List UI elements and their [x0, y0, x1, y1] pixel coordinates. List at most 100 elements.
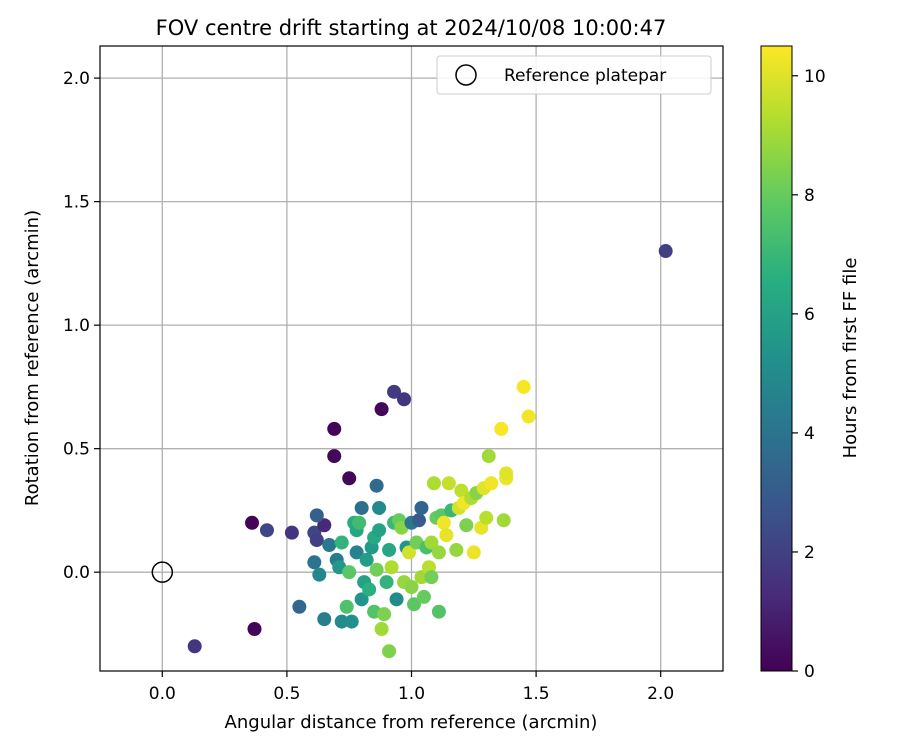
- colorbar: 0 2 4 6 8 10 Hours from first FF file: [760, 45, 861, 682]
- scatter-point: [436, 515, 451, 530]
- colorbar-label: Hours from first FF file: [840, 258, 861, 459]
- scatter-point: [312, 567, 327, 582]
- scatter-point: [309, 508, 324, 523]
- colorbar-ticks: 0 2 4 6 8 10: [792, 67, 826, 682]
- scatter-point: [369, 562, 384, 577]
- scatter-point: [379, 575, 394, 590]
- y-tick-label: 1.5: [63, 193, 90, 213]
- x-tick-label: 0.0: [149, 684, 176, 704]
- scatter-point: [372, 523, 387, 538]
- scatter-point: [481, 449, 496, 464]
- scatter-point: [309, 533, 324, 548]
- scatter-point: [439, 528, 454, 543]
- scatter-point: [384, 560, 399, 575]
- scatter-point: [431, 545, 446, 560]
- scatter-point: [424, 570, 439, 585]
- scatter-point: [426, 476, 441, 491]
- scatter-point: [342, 471, 357, 486]
- scatter-point: [369, 478, 384, 493]
- scatter-point: [344, 614, 359, 629]
- x-tick-label: 0.5: [273, 684, 300, 704]
- scatter-point: [382, 542, 397, 557]
- scatter-point: [247, 622, 262, 637]
- scatter-point: [484, 476, 499, 491]
- grid: [100, 46, 723, 671]
- scatter-point: [374, 622, 389, 637]
- reference-point-marker: [151, 561, 174, 583]
- scatter-point: [402, 545, 417, 560]
- reference-layer: [151, 561, 174, 583]
- legend-box: [436, 55, 712, 95]
- scatter-point: [377, 607, 392, 622]
- colorbar-tick-label: 2: [804, 543, 815, 563]
- legend-entry-label: Reference platepar: [504, 66, 666, 86]
- scatter-point: [414, 570, 429, 585]
- colorbar-tick-label: 4: [804, 424, 815, 444]
- scatter-point: [466, 545, 481, 560]
- scatter-point: [334, 535, 349, 550]
- scatter-point: [327, 421, 342, 436]
- scatter-point: [362, 582, 377, 597]
- scatter-point: [317, 612, 332, 627]
- scatter-point: [411, 513, 426, 528]
- scatter-point: [339, 599, 354, 614]
- scatter-point: [322, 538, 337, 553]
- scatter-point: [431, 604, 446, 619]
- scatter-point: [499, 466, 514, 481]
- scatter-point: [389, 592, 404, 607]
- colorbar-tick-label: 0: [804, 662, 815, 682]
- scatter-point: [382, 644, 397, 659]
- scatter-point: [449, 542, 464, 557]
- scatter-point: [397, 392, 412, 407]
- y-tick-label: 1.0: [63, 316, 90, 336]
- x-tick-label: 2.0: [647, 684, 674, 704]
- scatter-point: [404, 580, 419, 595]
- scatter-point: [354, 500, 369, 515]
- scatter-point: [354, 592, 369, 607]
- scatter-point: [327, 449, 342, 464]
- y-tick-label: 0.0: [63, 563, 90, 583]
- scatter-point: [479, 510, 494, 525]
- scatter-point: [441, 476, 456, 491]
- scatter-point: [459, 518, 474, 533]
- scatter-point: [494, 421, 509, 436]
- x-axis-ticks: 0.0 0.5 1.0 1.5 2.0: [149, 671, 674, 704]
- scatter-point: [516, 379, 531, 394]
- y-axis-ticks: 0.0 0.5 1.0 1.5 2.0: [63, 69, 100, 583]
- scatter-point: [187, 639, 202, 654]
- y-axis-label: Rotation from reference (arcmin): [22, 210, 43, 506]
- legend-marker-icon: [455, 64, 477, 86]
- scatter-point: [317, 518, 332, 533]
- scatter-point: [334, 614, 349, 629]
- scatter-point: [416, 589, 431, 604]
- scatter-point: [372, 500, 387, 515]
- scatter-point: [521, 409, 536, 424]
- scatter-point: [414, 500, 429, 515]
- data-points: [187, 244, 673, 659]
- scatter-point: [307, 555, 322, 570]
- scatter-point: [349, 545, 364, 560]
- scatter-point: [284, 525, 299, 540]
- colorbar-tick-label: 8: [804, 186, 815, 206]
- scatter-point: [245, 515, 260, 530]
- scatter-point: [292, 599, 307, 614]
- y-tick-label: 2.0: [63, 69, 90, 89]
- scatter-point: [387, 384, 402, 399]
- scatter-point: [406, 597, 421, 612]
- x-tick-label: 1.5: [523, 684, 550, 704]
- colorbar-tick-label: 6: [804, 305, 815, 325]
- x-tick-label: 1.0: [398, 684, 425, 704]
- colorbar-tick-label: 10: [804, 67, 826, 87]
- scatter-point: [658, 244, 673, 259]
- scatter-point: [454, 483, 469, 498]
- y-tick-label: 0.5: [63, 440, 90, 460]
- chart-title: FOV centre drift starting at 2024/10/08 …: [156, 16, 667, 40]
- x-axis-label: Angular distance from reference (arcmin): [225, 712, 598, 733]
- scatter-point: [352, 515, 367, 530]
- legend: Reference platepar: [436, 55, 712, 95]
- scatter-point: [374, 402, 389, 417]
- scatter-point: [359, 552, 374, 567]
- scatter-point: [424, 535, 439, 550]
- scatter-point: [259, 523, 274, 538]
